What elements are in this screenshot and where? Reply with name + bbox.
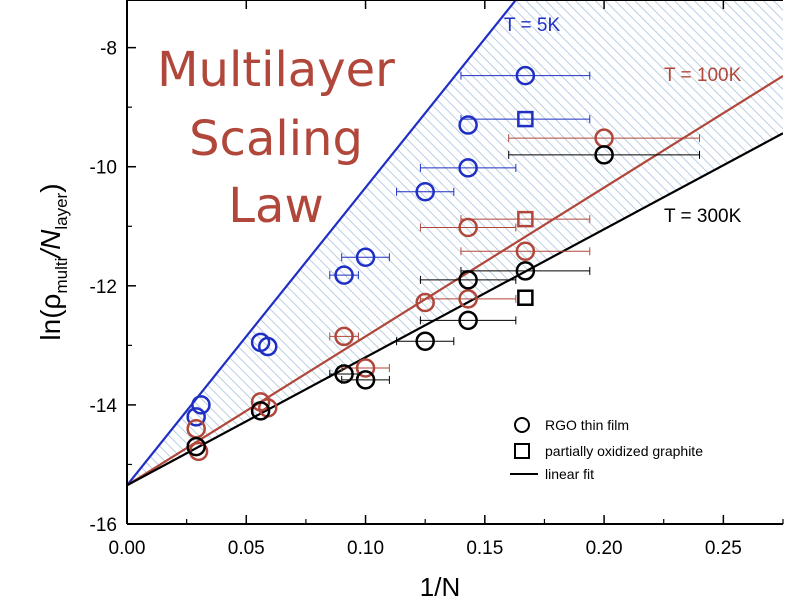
y-axis-title-sub1: multi [52, 258, 71, 294]
point-5k-circle-4 [334, 265, 354, 285]
x-tick-label-0: 0.00 [109, 538, 146, 559]
y-tick-label-3: -10 [90, 158, 117, 179]
fit-line-300k [127, 132, 783, 487]
legend-label-line: linear fit [545, 466, 594, 482]
point-300k-circle-8 [594, 145, 614, 165]
y-axis-title-sub2: layer [52, 192, 71, 229]
point-300k-circle-4 [415, 331, 435, 351]
point-5k-circle-6 [415, 181, 435, 202]
x-axis-title: 1/N [420, 572, 460, 600]
y-axis-title-suffix: ) [35, 183, 66, 192]
shaded-region [127, 0, 783, 486]
error-bar-5k-circle-9 [460, 71, 591, 80]
point-300k-circle-5 [458, 310, 478, 331]
y-axis-title-prefix: ln(ρ [35, 294, 66, 341]
y-tick-label-0: -16 [90, 515, 117, 536]
axes [126, 0, 783, 525]
legend-circle-marker [514, 417, 530, 433]
error-bar-100k-circle-8 [419, 223, 517, 232]
point-300k-circle-7 [515, 261, 536, 281]
error-bar-100k-circle-9 [460, 247, 591, 256]
label-5k: T = 5K [504, 15, 560, 36]
error-bar-5k-circle-7 [419, 163, 517, 172]
data-markers [186, 65, 614, 462]
title-line-1: Multilayer [157, 42, 395, 98]
point-100k-square-0 [517, 210, 534, 228]
x-tick-label-2: 0.10 [347, 538, 384, 559]
point-5k-circle-8 [458, 115, 478, 135]
legend-square-marker [514, 443, 530, 459]
label-300k: T = 300K [664, 206, 742, 227]
title-line-3: Law [228, 178, 323, 234]
point-5k-square-0 [517, 110, 534, 128]
y-tick-label-2: -12 [90, 277, 117, 298]
x-tick-label-1: 0.05 [228, 538, 265, 559]
point-5k-circle-3 [257, 336, 278, 357]
point-300k-circle-1 [250, 401, 271, 421]
legend-label-circle: RGO thin film [545, 417, 629, 433]
hatched-band [127, 0, 783, 486]
point-300k-circle-3 [355, 370, 376, 390]
point-100k-circle-6 [415, 292, 435, 313]
big-title: Multilayer Scaling Law [157, 42, 395, 234]
point-5k-circle-1 [191, 395, 211, 415]
point-5k-circle-7 [458, 158, 478, 178]
point-300k-square-0 [517, 289, 534, 306]
y-axis-title-mid: /N [35, 229, 66, 260]
error-bar-300k-circle-5 [419, 316, 517, 325]
point-100k-circle-9 [515, 241, 536, 262]
fit-line-100k [127, 74, 783, 487]
error-bar-300k-circle-8 [508, 150, 701, 159]
x-tick-label-3: 0.15 [466, 538, 503, 559]
error-bars [329, 71, 701, 384]
point-100k-circle-4 [334, 326, 354, 347]
fit-lines [127, 0, 783, 487]
point-100k-circle-5 [355, 358, 376, 378]
legend: RGO thin film partially oxidized graphit… [510, 417, 703, 482]
fit-line-5k [127, 0, 518, 486]
error-bar-300k-circle-4 [396, 337, 455, 346]
error-bar-5k-circle-5 [341, 253, 390, 262]
error-bar-100k-circle-10 [508, 134, 701, 143]
point-5k-circle-9 [515, 65, 536, 86]
point-300k-circle-6 [458, 270, 478, 290]
y-axis-title: ln(ρmulti/Nlayer) [35, 183, 71, 340]
point-300k-circle-2 [334, 364, 354, 384]
point-5k-circle-5 [355, 247, 376, 267]
point-100k-circle-7 [458, 289, 478, 309]
y-tick-label-4: -8 [100, 39, 117, 60]
title-line-2: Scaling [189, 111, 363, 167]
x-tick-label-5: 0.25 [705, 538, 742, 559]
point-100k-circle-8 [458, 217, 478, 238]
y-tick-label-1: -14 [90, 396, 118, 417]
x-tick-label-4: 0.20 [586, 538, 623, 559]
point-5k-circle-0 [186, 407, 206, 427]
legend-label-square: partially oxidized graphite [545, 443, 703, 459]
x-axis-title-text: 1/N [420, 572, 460, 600]
ticks: 0.00 0.05 0.10 0.15 0.20 0.25 -16 -14 -12 -10 -8 [90, 0, 784, 559]
point-300k-circle-0 [186, 436, 206, 457]
label-100k: T = 100K [664, 65, 742, 86]
error-bar-5k-circle-6 [396, 187, 455, 196]
error-bar-300k-circle-6 [419, 275, 517, 284]
